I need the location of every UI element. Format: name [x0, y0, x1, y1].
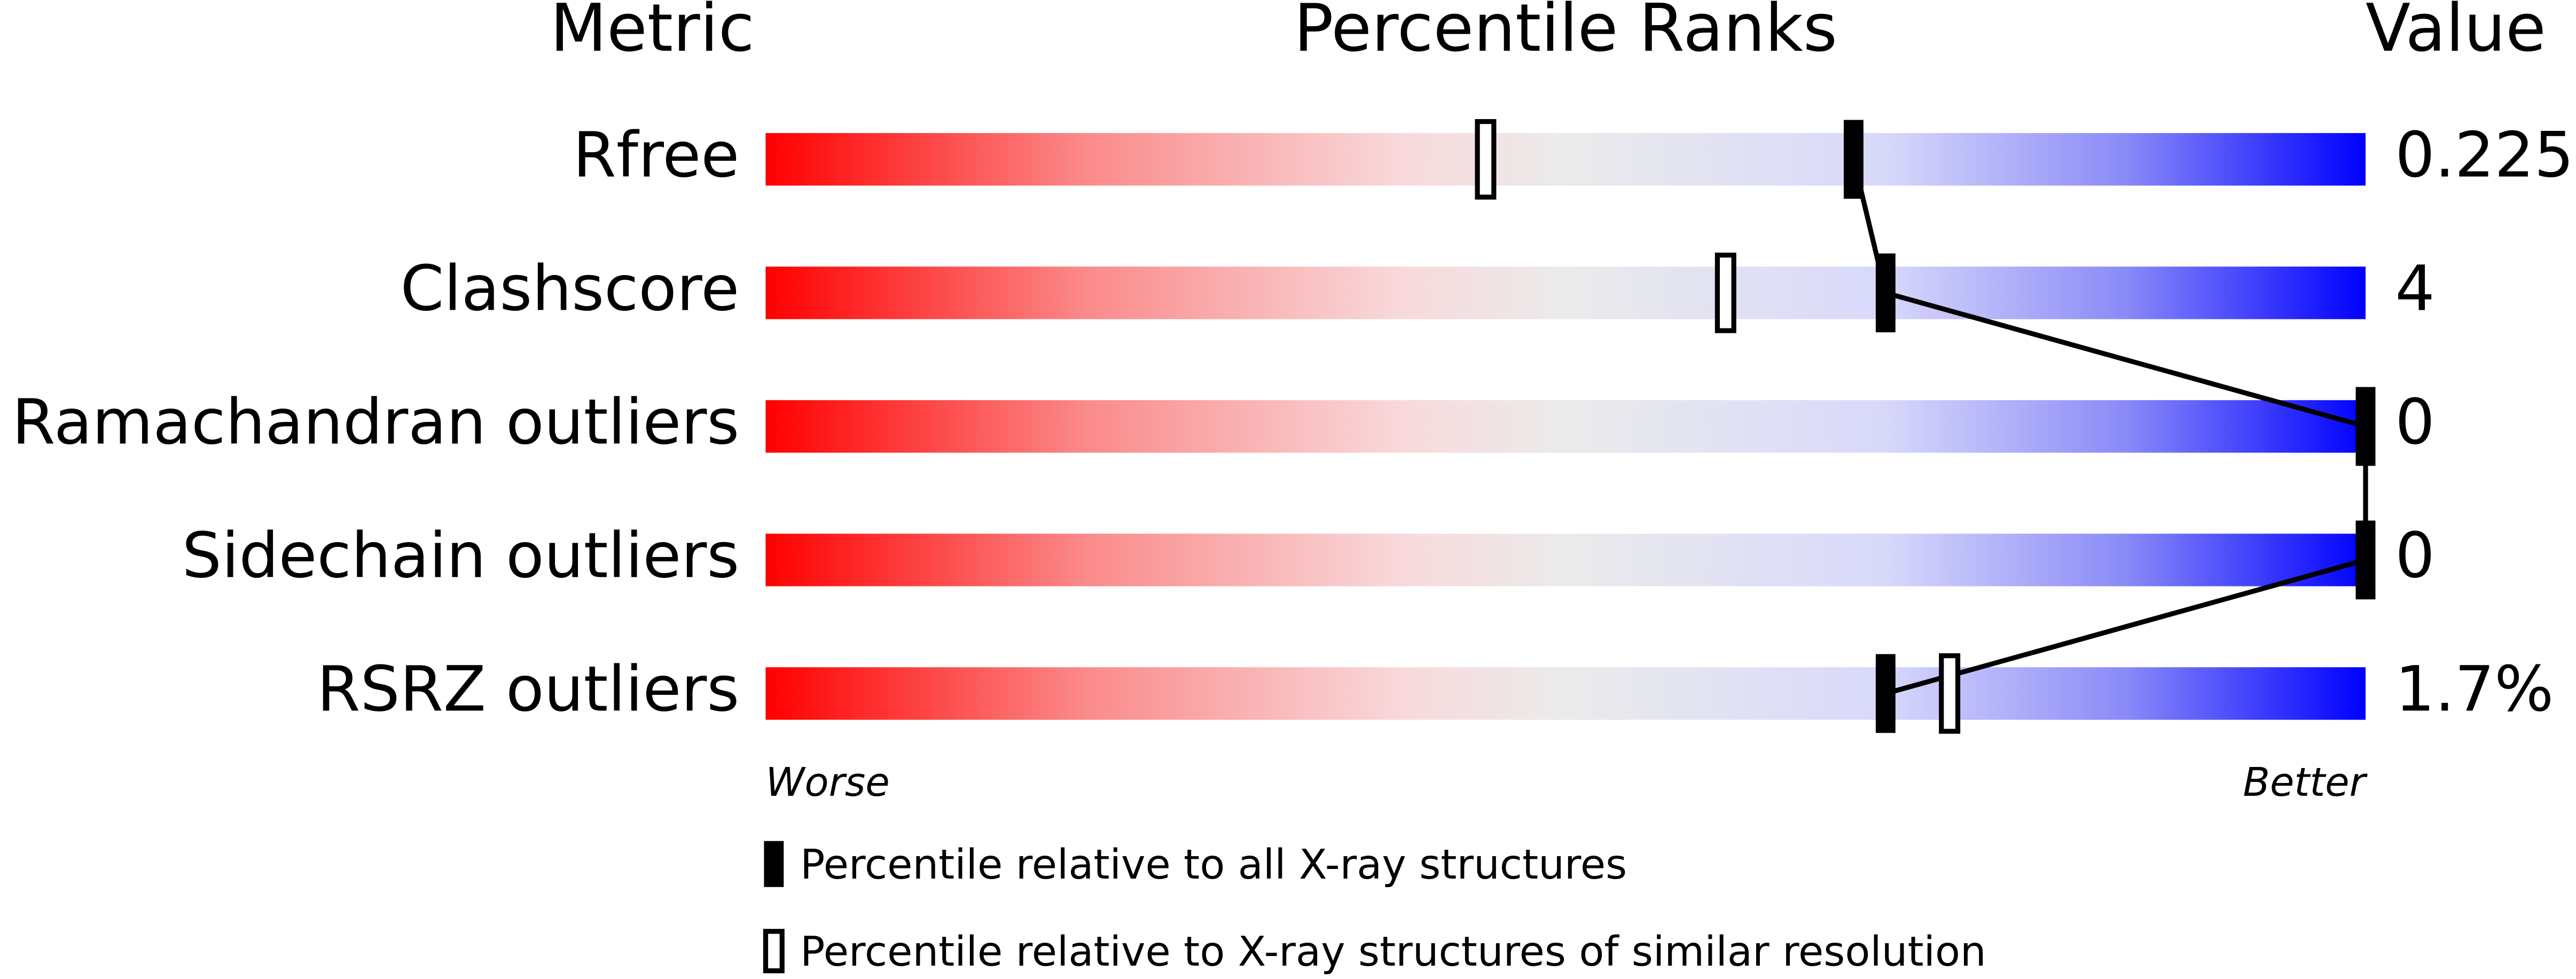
metric-value: 0.225 — [2395, 119, 2574, 192]
all-marker — [2355, 520, 2376, 600]
metric-label: Rfree — [573, 119, 740, 192]
similar-marker — [1939, 653, 1961, 734]
metric-value: 0 — [2395, 520, 2434, 592]
all-marker — [1844, 120, 1864, 199]
metric-label: Sidechain outliers — [182, 520, 739, 592]
percentile-header: Percentile Ranks — [1294, 0, 1837, 67]
legend-label: Percentile relative to all X-ray structu… — [800, 841, 1627, 889]
better-label: Better — [2243, 759, 2368, 805]
percentile-bar — [765, 400, 2366, 453]
percentile-bar — [765, 534, 2366, 586]
all-marker — [1875, 253, 1896, 333]
legend-swatch — [764, 841, 784, 887]
percentile-bar — [765, 667, 2366, 720]
metric-label: Clashscore — [401, 253, 740, 325]
worse-label: Worse — [765, 759, 889, 805]
all-marker — [2355, 387, 2376, 466]
metric-value: 4 — [2395, 253, 2434, 325]
percentile-bar — [765, 133, 2366, 186]
all-marker — [1875, 654, 1896, 733]
metric-label: Ramachandran outliers — [12, 386, 739, 459]
similar-marker — [1714, 253, 1736, 333]
percentile-bar — [765, 267, 2366, 319]
metric-header: Metric — [550, 0, 754, 67]
metric-value: 1.7% — [2395, 653, 2554, 726]
value-header: Value — [2366, 0, 2546, 67]
legend-swatch — [763, 929, 785, 974]
legend-label: Percentile relative to X-ray structures … — [800, 928, 1986, 976]
metric-value: 0 — [2395, 386, 2434, 459]
similar-marker — [1475, 119, 1497, 200]
metric-label: RSRZ outliers — [317, 653, 739, 726]
